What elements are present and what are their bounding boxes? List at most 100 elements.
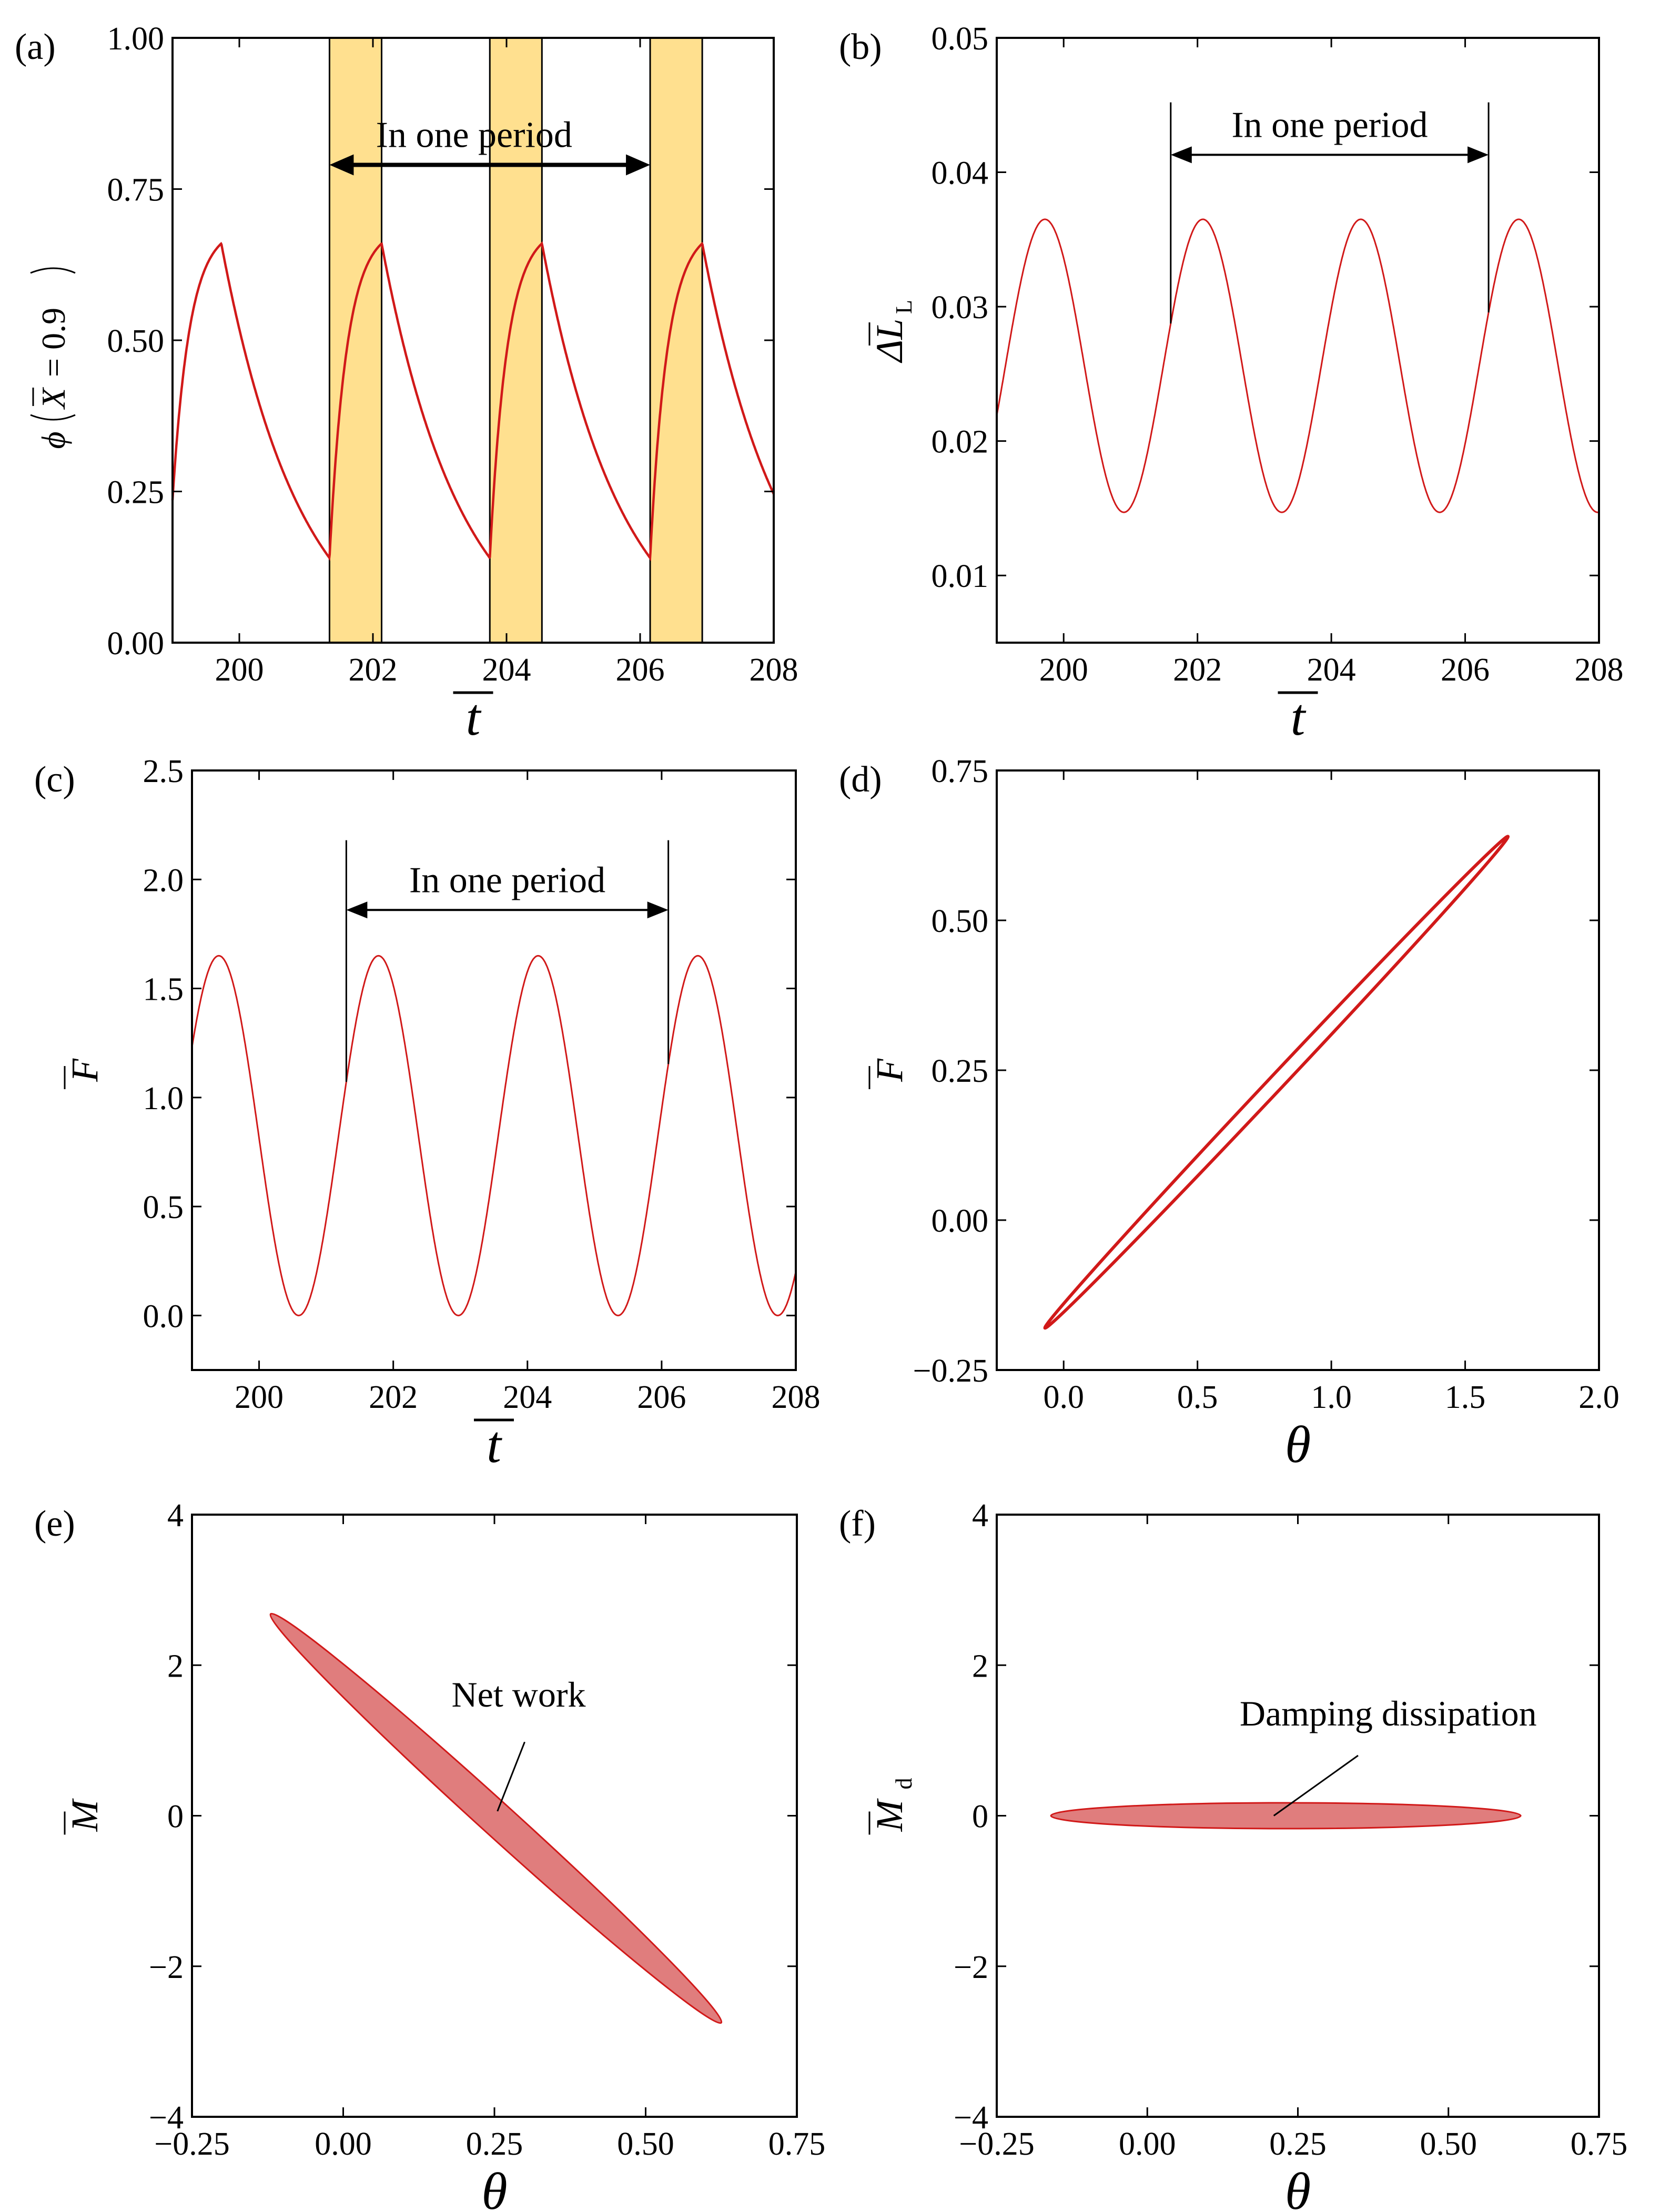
x-tick-label: 0.25 [1269,2126,1327,2162]
y-axis-label-group: M [64,1798,106,1835]
x-axis-label: θ [1285,2162,1311,2212]
x-tick-label: 0.5 [1177,1379,1218,1415]
period-arrow-head-left [329,154,354,176]
annotation-label: In one period [409,860,605,900]
chart-panel-2: In one period 200 202 204 206 208 0.0 0.5 1.0 1.5… [34,754,821,1474]
x-tick-label: 2.0 [1578,1379,1620,1415]
y-tick-label: −4 [149,2100,184,2136]
label-leader-line [497,1741,525,1812]
y-axis-label: F [64,1058,106,1082]
y-label-paren-right [30,267,76,274]
chart-panel-0: In one period 200 202 204 206 208 0.00 0.25 0.50… [15,21,798,746]
y-tick-label: 0.5 [143,1190,184,1225]
x-tick-label: 0.00 [1119,2126,1176,2162]
shaded-interval-1 [489,37,543,644]
x-tick-label: 1.0 [1311,1379,1352,1415]
y-tick-label: 1.5 [143,972,184,1008]
y-tick-label: 0.25 [107,475,165,511]
panel-tag: (c) [34,759,75,800]
region-label: Net work [452,1675,586,1714]
x-tick-label: 200 [215,652,264,688]
y-tick-label: 4 [167,1498,184,1534]
x-tick-label: 1.5 [1445,1379,1486,1415]
period-arrow-head-right [1467,146,1489,164]
y-tick-label: 0.05 [932,21,989,57]
y-tick-label: −2 [149,1950,184,1985]
y-tick-label: −4 [954,2100,988,2136]
x-tick-label: 202 [349,652,398,688]
x-tick-label: 204 [482,652,531,688]
y-axis-label-prefix: ϕ [35,431,72,449]
x-axis-label: t [466,688,482,746]
y-axis-label: M [868,1798,910,1832]
y-axis-label: M [64,1798,106,1832]
annotation-label: In one period [1231,105,1428,145]
chart-panel-1: In one period 200 202 204 206 208 0.01 0.02 0.03… [839,21,1624,746]
x-tick-label: 0.50 [1420,2126,1477,2162]
x-tick-label: 204 [503,1379,552,1415]
y-tick-label: 0.0 [143,1298,184,1334]
y-tick-label: 0.50 [107,323,165,359]
x-axis-label: θ [481,2162,507,2212]
chart-panel-5: Damping dissipation −0.25 0.00 0.25 0.50 0.75… [839,1498,1627,2212]
y-tick-label: 2 [167,1648,184,1684]
y-axis-label-group: Md [868,1778,917,1835]
y-axis-label-subscript: L [891,300,917,314]
data-curve [171,241,775,562]
region-label: Damping dissipation [1240,1693,1537,1733]
panel-tag: (e) [34,1504,75,1544]
data-curve [996,218,1600,513]
period-arrow-head-right [626,154,651,176]
y-tick-label: 0 [972,1799,988,1835]
axes-frame [996,37,1600,644]
y-axis-label-group: ΔL L [868,300,917,363]
y-tick-label: 4 [972,1498,988,1534]
x-tick-label: 0.0 [1043,1379,1084,1415]
x-tick-label: 0.75 [768,2126,826,2162]
period-arrow-head-left [346,901,368,919]
x-tick-label: 0.50 [617,2126,674,2162]
x-tick-label: 202 [369,1379,418,1415]
y-tick-label: 2 [972,1648,988,1684]
shaded-interval-0 [328,37,383,644]
x-tick-label: 208 [750,652,798,688]
y-axis-label-var: X [35,387,72,410]
label-leader-line [1273,1754,1359,1817]
x-tick-label: −0.25 [959,2126,1034,2162]
y-axis-label: F [868,1058,910,1082]
y-tick-label: 2.0 [143,863,184,898]
y-axis-label-group: ϕ X = 0.9 [30,267,76,449]
y-axis-label-group: F [868,1058,910,1089]
x-tick-label: 204 [1307,652,1356,688]
x-tick-label: 200 [235,1379,284,1415]
x-axis-label: θ [1285,1415,1311,1474]
y-tick-label: 0.75 [932,754,989,789]
y-tick-label: 0.00 [107,626,165,662]
panel-tag: (a) [15,27,56,67]
x-tick-label: 0.75 [1571,2126,1628,2162]
y-label-paren-left [30,414,76,421]
axes-frame [191,769,797,1371]
x-tick-label: 200 [1039,652,1088,688]
shaded-interval-2 [649,37,703,644]
x-tick-label: 0.25 [466,2126,523,2162]
y-tick-label: 0.03 [932,290,989,326]
x-tick-label: 0.00 [315,2126,372,2162]
y-axis-label-subscript: d [891,1778,917,1790]
data-loop [269,1612,723,2024]
y-tick-label: 0.75 [107,173,165,208]
x-tick-label: 202 [1173,652,1222,688]
y-tick-label: 0.25 [932,1053,989,1089]
x-tick-label: 206 [637,1379,686,1415]
panel-tag: (d) [839,759,882,800]
panel-tag: (b) [839,27,882,67]
y-axis-label-group: F [64,1058,106,1089]
panel-tag: (f) [839,1504,876,1544]
y-axis-label-suffix: = 0.9 [35,308,72,377]
x-tick-label: −0.25 [154,2126,229,2162]
y-tick-label: 1.0 [143,1081,184,1117]
annotation-label: In one period [376,115,572,156]
y-tick-label: 0.50 [932,904,989,939]
data-curve [191,955,797,1316]
y-tick-label: 0 [167,1799,184,1835]
